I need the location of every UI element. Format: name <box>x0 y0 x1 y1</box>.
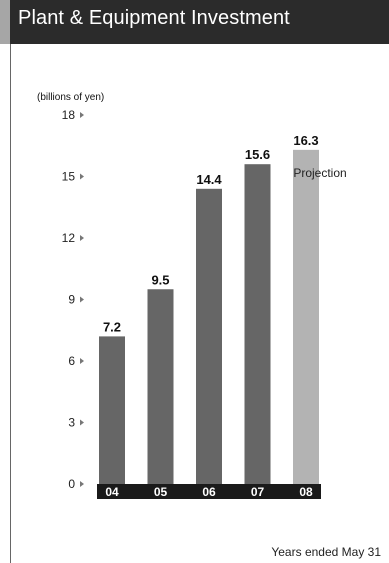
chart-title: Plant & Equipment Investment <box>18 7 290 29</box>
y-tick-label: 6 <box>68 354 75 368</box>
value-label-05: 9.5 <box>151 272 169 287</box>
y-tick-label: 15 <box>62 170 76 184</box>
value-label-04: 7.2 <box>103 319 121 334</box>
y-tick-label: 18 <box>62 108 76 122</box>
bar-08 <box>293 149 319 484</box>
y-tick-label: 9 <box>68 293 75 307</box>
projection-label: Projection <box>293 166 346 180</box>
y-tick-marker <box>80 481 84 487</box>
y-tick-label: 3 <box>68 416 75 430</box>
y-tick-label: 0 <box>68 477 75 491</box>
footer-note: Years ended May 31 <box>271 545 381 559</box>
y-tick-marker <box>80 358 84 364</box>
x-axis-band <box>97 484 321 499</box>
y-tick-marker <box>80 173 84 180</box>
bar-06 <box>196 188 222 485</box>
x-tick-label-04: 04 <box>105 485 119 499</box>
y-tick-marker <box>80 419 84 426</box>
x-tick-label-08: 08 <box>299 485 313 499</box>
bar-05 <box>147 289 174 484</box>
y-axis-unit-label: (billions of yen) <box>37 92 105 103</box>
y-tick-marker <box>80 235 84 241</box>
x-tick-label-05: 05 <box>154 485 168 499</box>
bar-07 <box>244 164 271 484</box>
bar-04 <box>99 336 125 484</box>
left-rule <box>10 44 11 563</box>
y-tick-marker <box>80 296 84 303</box>
y-tick-label: 12 <box>62 231 76 245</box>
value-label-07: 15.6 <box>245 147 270 162</box>
x-tick-label-06: 06 <box>202 485 216 499</box>
value-label-08: 16.3 <box>293 133 318 148</box>
y-tick-marker <box>80 112 84 118</box>
title-bar: Plant & Equipment Investment <box>0 0 389 44</box>
value-label-06: 14.4 <box>196 172 222 187</box>
x-tick-label-07: 07 <box>251 485 265 499</box>
